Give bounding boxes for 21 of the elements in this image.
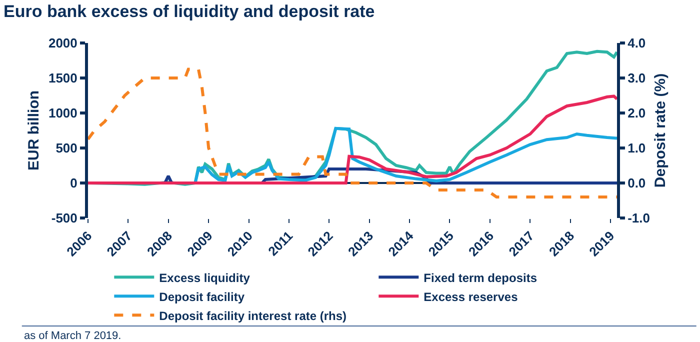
- y2-tick-label: 4.0: [628, 36, 646, 51]
- y2-tick-label: -1.0: [628, 210, 650, 226]
- legend-label: Excess liquidity: [159, 270, 250, 285]
- y2-tick-label: 2.0: [628, 106, 646, 121]
- text: as of March 7 2019.: [24, 330, 122, 342]
- legend-label: Deposit facility: [159, 290, 245, 304]
- legend-label: Deposit facility interest rate (rhs): [159, 308, 347, 323]
- y-tick-label: 500: [56, 140, 78, 156]
- y-tick-label: 0: [70, 176, 78, 191]
- y2-tick-label: 1.0: [628, 140, 646, 156]
- chart-title: Euro bank excess of liquidity and deposit rate: [4, 2, 375, 22]
- y-tick-label: -500: [51, 210, 78, 226]
- y-axis-title: EUR billion: [26, 90, 43, 170]
- y-tick-label: 2000: [48, 36, 78, 51]
- y2-tick-label: 3.0: [628, 70, 646, 86]
- y2-tick-label: 0.0: [628, 176, 646, 191]
- y-tick-label: 1500: [48, 70, 78, 86]
- y2-axis-title: Deposit rate (%): [652, 73, 670, 188]
- legend-label: Fixed term deposits: [424, 270, 538, 285]
- y-tick-label: 1000: [48, 106, 78, 121]
- legend-label: Excess reserves: [424, 290, 518, 304]
